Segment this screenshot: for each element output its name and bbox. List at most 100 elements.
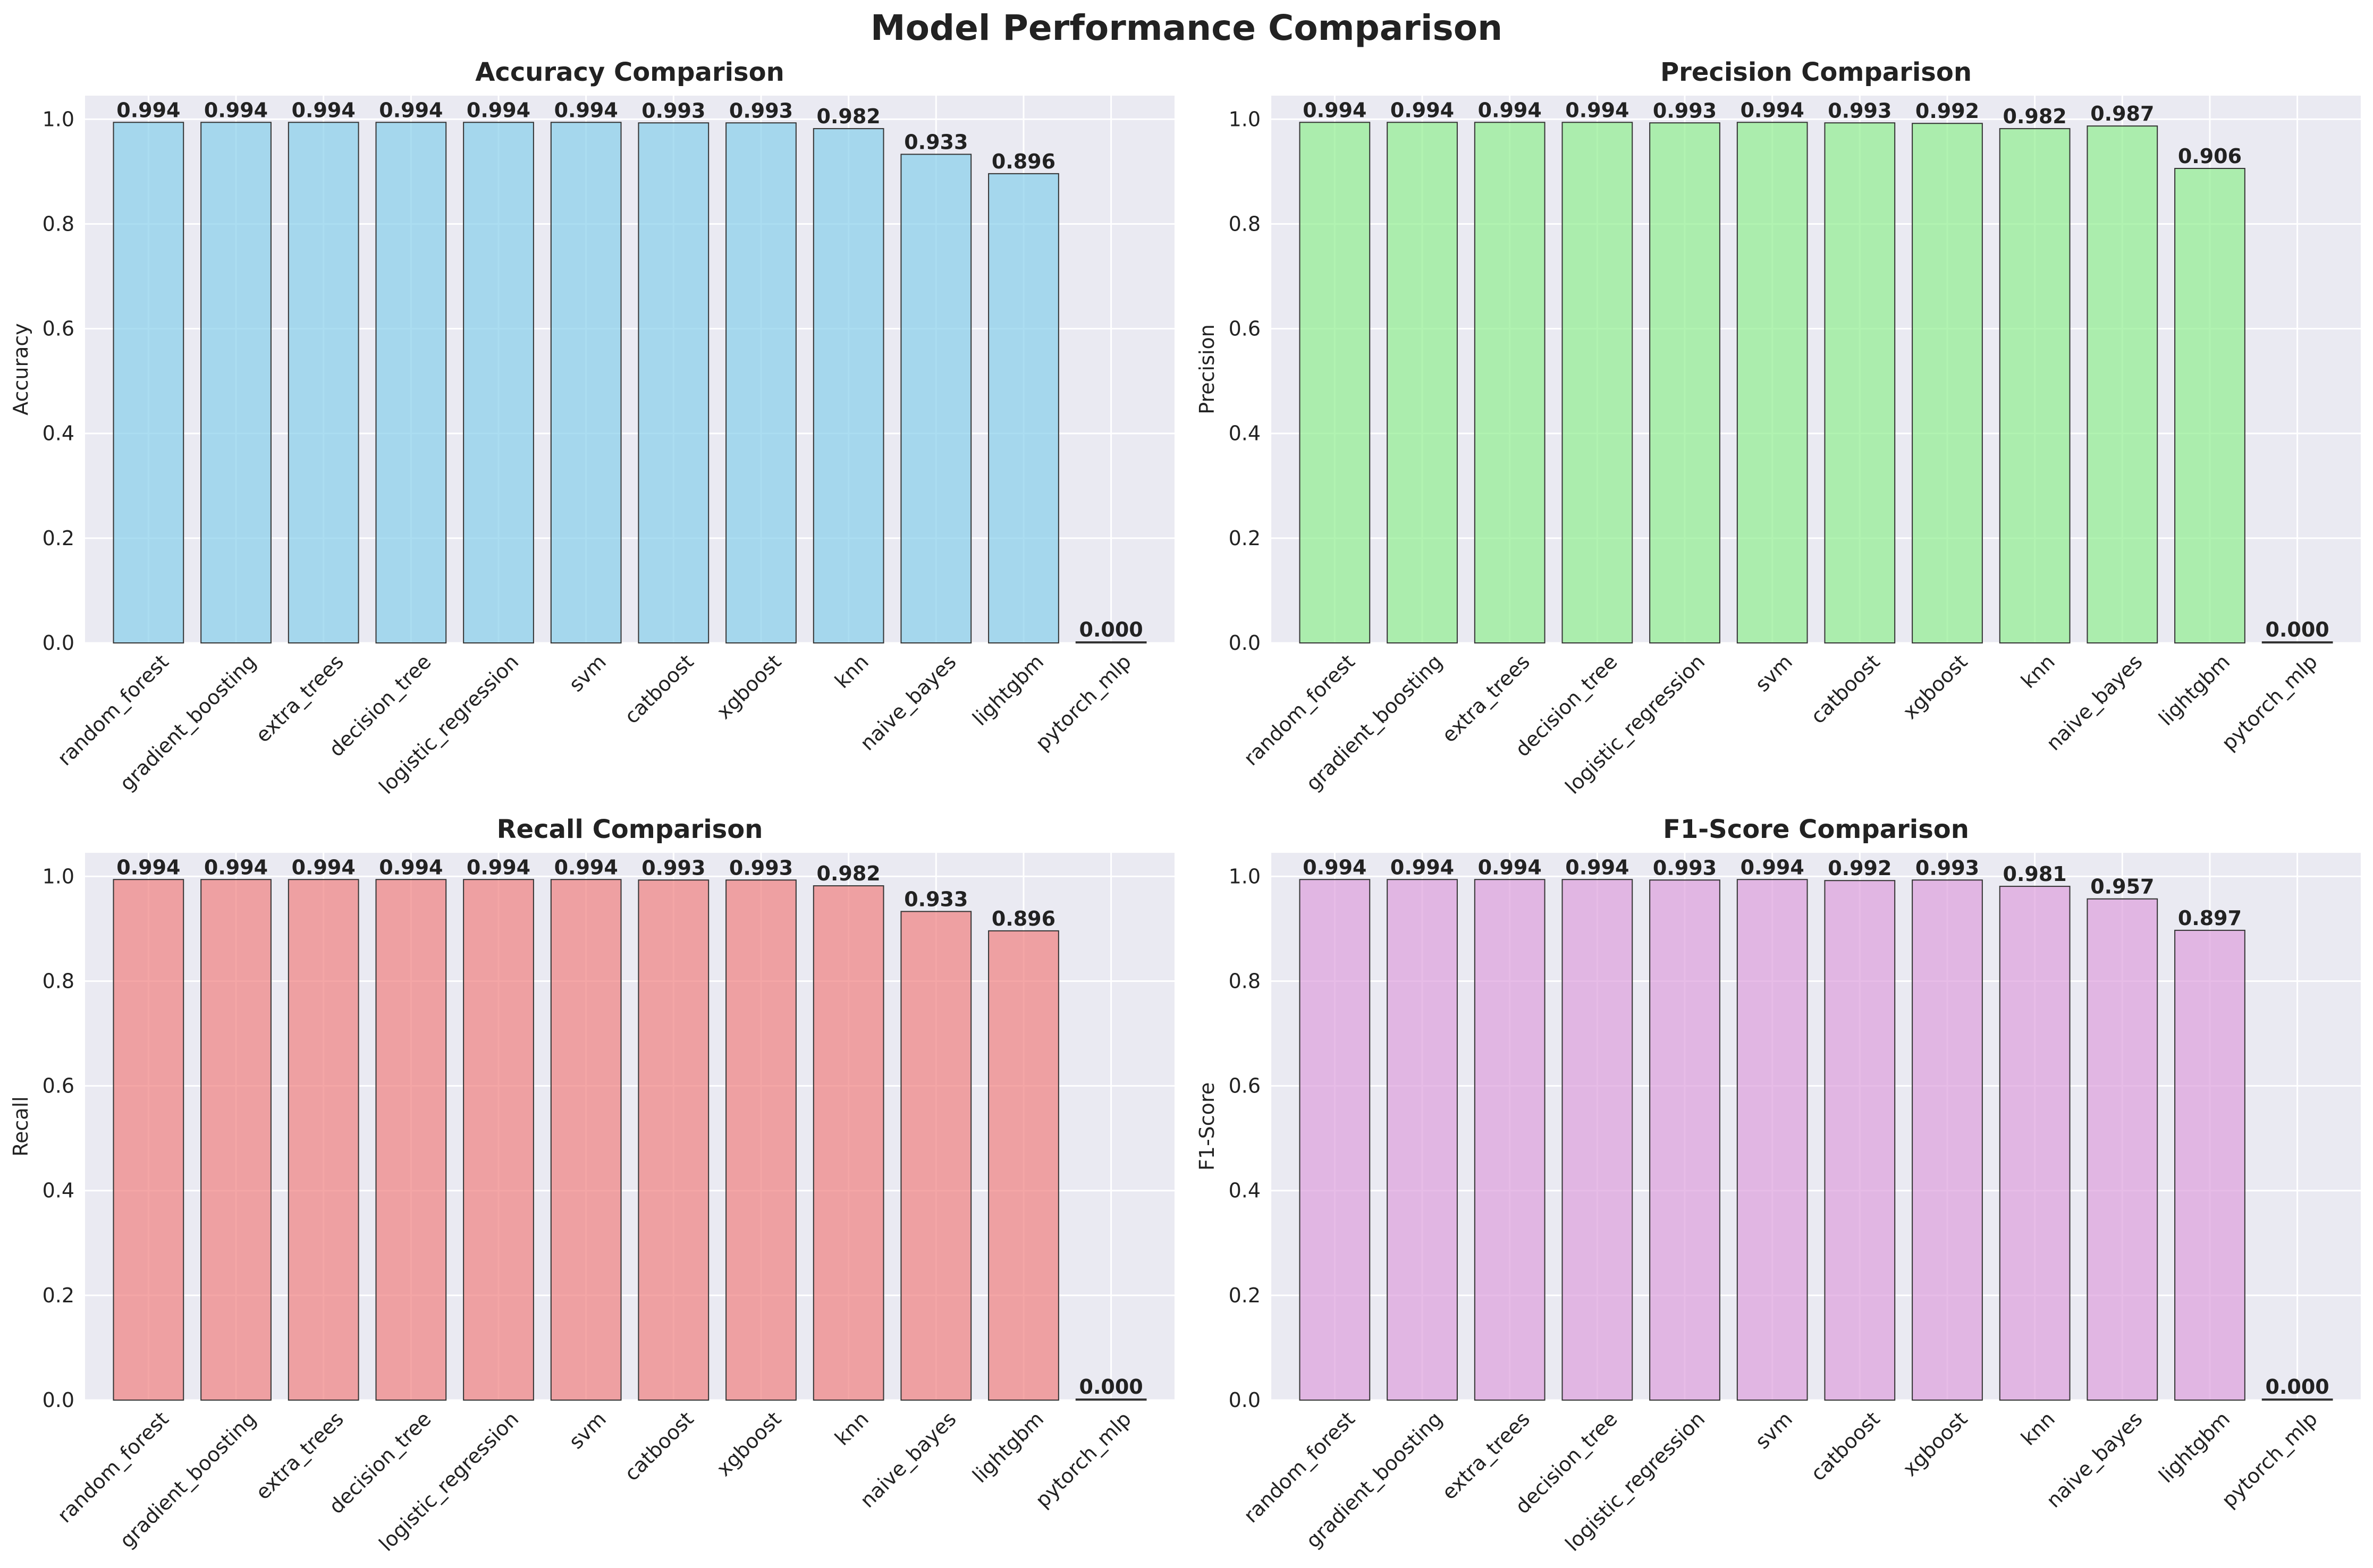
- bar-value-label: 0.896: [992, 907, 1055, 930]
- x-tick-label: extra_trees: [251, 1407, 348, 1504]
- x-tick-label: extra_trees: [1437, 1407, 1534, 1504]
- bar-naive-bayes: [2087, 898, 2158, 1401]
- bar-value-label: 0.993: [729, 856, 793, 879]
- bar-value-label: 0.993: [641, 856, 705, 879]
- bar-value-label: 0.993: [1653, 99, 1717, 122]
- y-tick-label: 1.0: [1229, 107, 1261, 131]
- y-tick-label: 0.2: [1229, 527, 1261, 550]
- x-tick-label: catboost: [1806, 650, 1884, 728]
- bar-value-label: 0.000: [2266, 1375, 2329, 1399]
- x-tick-label: lightgbm: [2154, 650, 2234, 730]
- bar-extra-trees: [1474, 122, 1546, 643]
- bar-lightgbm: [988, 173, 1059, 643]
- bar-decision-tree: [375, 122, 447, 643]
- y-tick-label: 0.4: [1229, 422, 1261, 445]
- bar-random-forest: [113, 879, 184, 1401]
- chart-title: F1-Score Comparison: [1663, 815, 1969, 844]
- y-tick-label: 0.8: [43, 969, 74, 993]
- bar-value-label: 0.933: [904, 887, 968, 911]
- bar-value-label: 0.896: [992, 150, 1055, 173]
- bar-gradient-boosting: [1387, 879, 1458, 1401]
- bar-value-label: 0.994: [116, 855, 180, 879]
- x-tick-label: svm: [564, 650, 611, 696]
- y-tick-label: 0.2: [43, 527, 74, 550]
- y-tick-label: 0.0: [43, 631, 74, 655]
- bar-value-label: 0.994: [1390, 98, 1454, 122]
- bar-value-label: 0.993: [1828, 99, 1891, 122]
- bar-catboost: [638, 879, 710, 1401]
- precision-chart-panel: Precision Comparison 0.0 0.2 0.4 0.6 0.8 1.0 Pr…: [1186, 53, 2372, 799]
- x-tick-label: knn: [830, 650, 873, 693]
- bar-value-label: 0.994: [554, 98, 618, 122]
- bar-value-label: 0.982: [817, 862, 881, 885]
- bar-gradient-boosting: [200, 122, 272, 643]
- y-tick-label: 1.0: [1229, 864, 1261, 888]
- bar-value-label: 0.982: [2003, 105, 2067, 128]
- y-tick-label: 0.4: [43, 422, 74, 445]
- bar-gradient-boosting: [200, 879, 272, 1401]
- bar-value-label: 0.994: [379, 98, 443, 122]
- bar-value-label: 0.994: [1478, 98, 1542, 122]
- bar-random-forest: [1299, 879, 1371, 1401]
- y-tick-label: 0.0: [1229, 631, 1261, 655]
- bar-xgboost: [725, 122, 797, 643]
- x-tick-label: catboost: [620, 1407, 698, 1485]
- bar-logistic-regression: [1649, 122, 1720, 643]
- y-tick-label: 0.2: [1229, 1284, 1261, 1307]
- bar-catboost: [1824, 880, 1896, 1401]
- bar-value-label: 0.993: [641, 99, 705, 122]
- x-tick-label: xgboost: [712, 1407, 786, 1481]
- x-tick-label: knn: [2016, 650, 2059, 693]
- bar-pytorch-mlp: [2261, 1399, 2333, 1401]
- bar-lightgbm: [2174, 929, 2245, 1401]
- bar-value-label: 0.982: [817, 105, 881, 128]
- bar-value-label: 0.992: [1828, 857, 1891, 880]
- bar-naive-bayes: [900, 154, 972, 644]
- y-axis-label: Accuracy: [9, 323, 32, 416]
- y-tick-label: 1.0: [43, 107, 74, 131]
- bar-lightgbm: [2174, 168, 2245, 644]
- bar-value-label: 0.994: [1565, 855, 1629, 879]
- bar-extra-trees: [1474, 879, 1546, 1401]
- y-tick-label: 0.8: [1229, 969, 1261, 993]
- bar-knn: [813, 885, 884, 1401]
- bar-value-label: 0.994: [1565, 98, 1629, 122]
- bar-value-label: 0.994: [1303, 855, 1366, 879]
- y-tick-label: 0.6: [1229, 317, 1261, 341]
- bar-catboost: [638, 122, 710, 643]
- bar-value-label: 0.992: [1915, 99, 1979, 123]
- bar-value-label: 0.906: [2178, 145, 2242, 168]
- bar-xgboost: [1912, 879, 1983, 1401]
- f1-score-chart: F1-Score Comparison 0.0 0.2 0.4 0.6 0.8 1.0 F1-…: [1195, 815, 2361, 1556]
- y-tick-label: 0.6: [43, 317, 74, 341]
- x-tick-label: svm: [564, 1407, 611, 1453]
- bar-logistic-regression: [1649, 879, 1720, 1401]
- x-tick-label: extra_trees: [251, 650, 348, 747]
- x-tick-label: catboost: [620, 650, 698, 728]
- bar-value-label: 0.897: [2178, 906, 2242, 930]
- bar-value-label: 0.994: [292, 98, 356, 122]
- x-tick-label: xgboost: [1898, 1407, 1972, 1481]
- bar-value-label: 0.994: [467, 98, 530, 122]
- figure-title: Model Performance Comparison: [870, 7, 1503, 48]
- bar-lightgbm: [988, 930, 1059, 1401]
- bar-value-label: 0.981: [2003, 862, 2067, 886]
- chart-title: Accuracy Comparison: [475, 57, 784, 87]
- bar-extra-trees: [288, 122, 359, 643]
- bar-decision-tree: [1561, 122, 1633, 643]
- bar-svm: [1736, 122, 1808, 643]
- bar-value-label: 0.994: [116, 98, 180, 122]
- x-tick-label: knn: [2016, 1407, 2059, 1450]
- bar-random-forest: [1299, 122, 1371, 643]
- f1-score-chart-panel: F1-Score Comparison 0.0 0.2 0.4 0.6 0.8 1.0 F1-…: [1186, 810, 2372, 1556]
- x-tick-label: svm: [1751, 650, 1797, 696]
- bar-value-label: 0.994: [1741, 855, 1804, 879]
- x-tick-label: xgboost: [1898, 650, 1972, 724]
- bar-value-label: 0.957: [2090, 875, 2154, 899]
- x-tick-label: lightgbm: [968, 1407, 1048, 1487]
- bar-value-label: 0.000: [1079, 618, 1143, 641]
- y-tick-label: 0.4: [43, 1179, 74, 1202]
- x-tick-label: lightgbm: [968, 650, 1048, 730]
- chart-title: Precision Comparison: [1660, 57, 1972, 87]
- bar-logistic-regression: [463, 122, 534, 643]
